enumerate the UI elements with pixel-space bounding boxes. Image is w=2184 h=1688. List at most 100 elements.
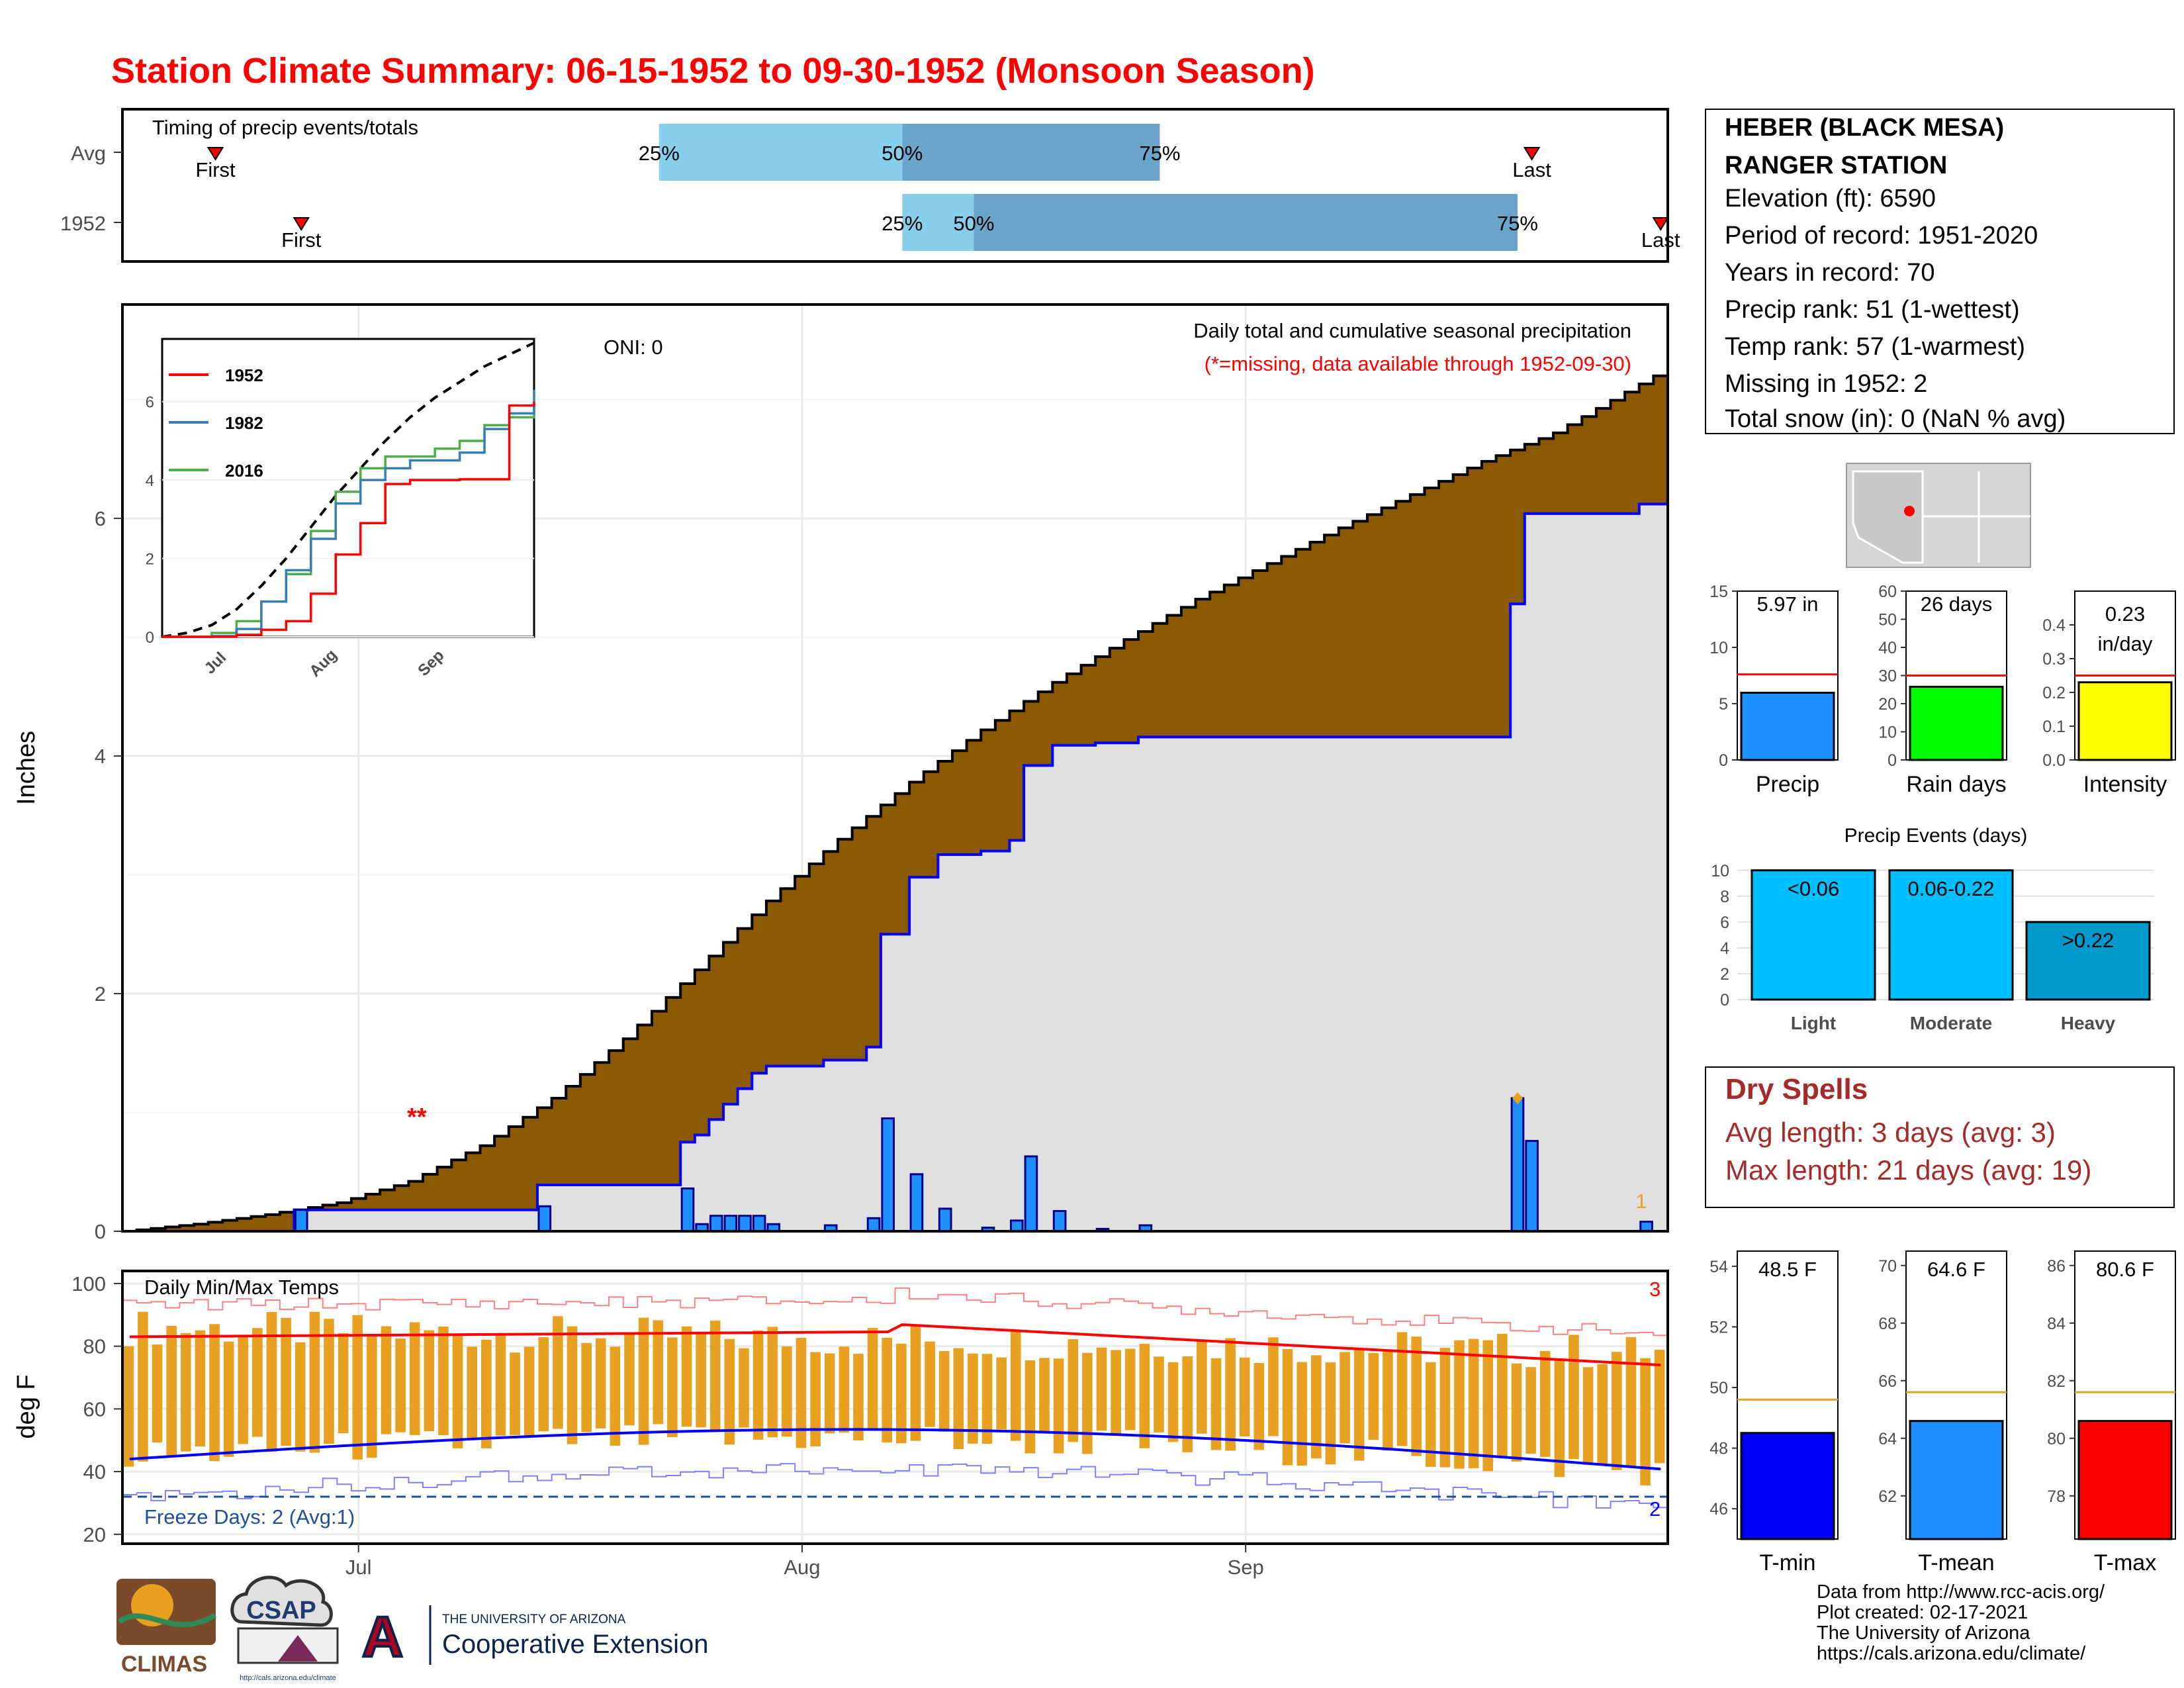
temp-bar-xlabel-0: T-min: [1760, 1550, 1816, 1575]
freeze-days-label: Freeze Days: 2 (Avg:1): [144, 1505, 355, 1528]
snow-count-label: 1: [1635, 1190, 1647, 1213]
temp-range-bar-66: [1068, 1339, 1079, 1442]
station-period: Period of record: 1951-2020: [1725, 222, 2038, 250]
temp-bar-tick-label-1-62: 62: [1878, 1487, 1897, 1506]
temp-range-bar-78: [1239, 1357, 1250, 1436]
temp-ytick-label-80: 80: [83, 1335, 106, 1358]
temp-range-bar-104: [1612, 1352, 1622, 1470]
month-axis: Jul Aug Sep: [345, 1544, 1264, 1579]
record-high-count: 3: [1649, 1278, 1661, 1301]
temp-range-bar-47: [796, 1338, 807, 1448]
timing-p25-label-Avg: 25%: [639, 142, 680, 165]
oni-label: ONI: 0: [604, 336, 663, 359]
temp-range-bar-58: [953, 1348, 964, 1449]
temp-range-bar-42: [724, 1338, 735, 1445]
timing-row-avg-label: Avg: [71, 142, 106, 165]
daily-precip-bar-4: [709, 1215, 723, 1233]
temp-frame-outline: [121, 1270, 1669, 1545]
station-missing: Missing in 1952: 2: [1725, 370, 1927, 398]
temp-range-bar-102: [1582, 1367, 1594, 1465]
temp-range-bar-32: [581, 1342, 592, 1432]
temp-range-bar-12: [295, 1342, 306, 1452]
daily-precip-bar-6: [738, 1215, 752, 1233]
temp-range-bar-92: [1439, 1348, 1451, 1468]
temp-range-bar-95: [1482, 1340, 1494, 1472]
temp-range-bar-105: [1625, 1337, 1637, 1468]
temp-bar-value-0: 48.5 F: [1758, 1258, 1817, 1281]
missing-marker: **: [407, 1103, 427, 1131]
temp-range-bar-5: [195, 1330, 206, 1447]
temp-range-bar-44: [752, 1330, 764, 1440]
mini-tick-label-1-50: 50: [1878, 611, 1897, 630]
precip-ytick-label-2: 2: [95, 982, 106, 1006]
logo-csap: CSAP http://cals.arizona.edu/climate: [230, 1575, 339, 1682]
temp-range-bar-23: [452, 1335, 463, 1448]
temp-range-bar-84: [1325, 1362, 1336, 1465]
temp-range-bar-77: [1225, 1338, 1236, 1451]
temp-bar-tick-label-1-64: 64: [1878, 1430, 1897, 1448]
temp-range-bar-94: [1468, 1338, 1479, 1469]
daily-precip-bar-11: [881, 1117, 895, 1233]
mini-tick-label-2-0.4: 0.4: [2042, 616, 2066, 635]
ua-line1: THE UNIVERSITY OF ARIZONA: [442, 1613, 626, 1626]
temp-range-bar-37: [653, 1320, 664, 1425]
mini-tick-label-0-15: 15: [1709, 583, 1728, 601]
timing-first-marker-Avg: [206, 147, 224, 161]
credit-university: The University of Arizona: [1817, 1622, 2030, 1644]
temp-range-bar-39: [681, 1326, 692, 1427]
temp-ytick-label-100: 100: [71, 1272, 106, 1295]
month-tick-label-Sep: Sep: [1228, 1556, 1264, 1579]
temp-range-bar-43: [739, 1348, 749, 1428]
temp-range-bar-18: [381, 1326, 392, 1434]
temp-range-bar-28: [523, 1346, 535, 1437]
credit-plot-created: Plot created: 02-17-2021: [1817, 1602, 2028, 1623]
daily-precip-bar-5: [723, 1215, 738, 1233]
inset-average-line: [161, 342, 535, 638]
temp-range-bar-31: [567, 1326, 578, 1444]
temp-range-bar-90: [1411, 1336, 1422, 1456]
temp-y-axis-label: deg F: [13, 1374, 40, 1438]
temp-bar-tick-label-0-54: 54: [1709, 1258, 1728, 1276]
daily-precip-bar-17: [1052, 1209, 1067, 1233]
csap-mountain: [278, 1635, 318, 1662]
timing-box-25-50-1952: [902, 194, 974, 251]
mini-xlabel-0: Precip: [1756, 772, 1819, 797]
inset-legend-1952: 1952: [225, 365, 263, 385]
temp-range-bar-69: [1111, 1350, 1121, 1436]
logo-university-of-arizona: A THE UNIVERSITY OF ARIZONA Cooperative …: [361, 1604, 709, 1670]
temp-range-bar-53: [882, 1337, 892, 1443]
temp-range-bar-15: [338, 1333, 349, 1434]
station-precip-rank: Precip rank: 51 (1-wettest): [1725, 296, 2020, 324]
temp-ytick-label-20: 20: [83, 1523, 106, 1546]
precip-ytick-label-0: 0: [95, 1220, 106, 1243]
observed-cumulative-line: [122, 502, 1668, 1233]
station-elevation: Elevation (ft): 6590: [1725, 185, 1936, 212]
mini-bar-0: [1740, 692, 1835, 761]
temp-range-bar-20: [409, 1322, 420, 1435]
events-title: Precip Events (days): [1844, 825, 2028, 847]
dry-spells-avg: Avg length: 3 days (avg: 3): [1725, 1117, 2056, 1148]
inset-series-1982: [162, 389, 535, 638]
timing-last-label-Avg: Last: [1512, 158, 1551, 181]
precip-y-axis-label: Inches: [13, 731, 40, 805]
temp-range-bar-36: [638, 1317, 649, 1445]
dry-spells-box: Dry Spells Avg length: 3 days (avg: 3) M…: [1705, 1066, 2175, 1208]
temp-range-bar-65: [1053, 1358, 1064, 1454]
daily-precip-bar-10: [866, 1217, 881, 1233]
temp-range-bar-11: [281, 1317, 291, 1446]
temp-range-bar-50: [839, 1346, 850, 1433]
average-min-line: [129, 1428, 1661, 1471]
temp-bar-tick-label-1-68: 68: [1878, 1315, 1897, 1333]
daily-precip-bar-15: [1009, 1219, 1024, 1233]
observed-cumulative-area: [122, 504, 1668, 1231]
mini-tick-label-1-10: 10: [1878, 724, 1897, 742]
timing-box-50-75-1952: [974, 194, 1518, 251]
mini-tick-label-2-0.1: 0.1: [2042, 718, 2066, 736]
credit-url: https://cals.arizona.edu/climate/: [1817, 1643, 2086, 1664]
station-years: Years in record: 70: [1725, 259, 1935, 287]
inset-frame: [161, 338, 535, 638]
timing-box-50-75-Avg: [902, 124, 1160, 181]
events-ytick-label-8: 8: [1720, 888, 1729, 906]
